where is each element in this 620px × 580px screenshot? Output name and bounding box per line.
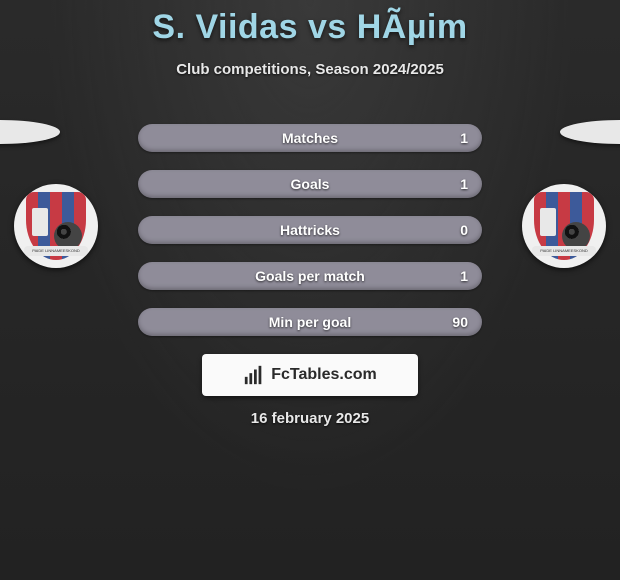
stat-label: Matches [282, 130, 338, 146]
stat-value-player2: 1 [460, 262, 468, 290]
player1-club-name: PAIDE LINNAMEESKOND [24, 246, 88, 256]
stat-label: Goals per match [255, 268, 365, 284]
stat-row-goals: Goals 1 [138, 170, 482, 198]
stat-row-min-per-goal: Min per goal 90 [138, 308, 482, 336]
comparison-title: S. Viidas vs HÃµim [0, 0, 620, 47]
brand-watermark: FcTables.com [202, 354, 418, 396]
stat-label: Min per goal [269, 314, 351, 330]
stat-row-matches: Matches 1 [138, 124, 482, 152]
stat-value-player2: 90 [452, 308, 468, 336]
player1-badge: PAIDE LINNAMEESKOND [0, 120, 120, 280]
stat-label: Goals [291, 176, 330, 192]
player2-club-name: PAIDE LINNAMEESKOND [532, 246, 596, 256]
stat-row-goals-per-match: Goals per match 1 [138, 262, 482, 290]
stat-value-player2: 0 [460, 216, 468, 244]
player2-plate [560, 120, 620, 144]
stat-label: Hattricks [280, 222, 340, 238]
stat-value-player2: 1 [460, 124, 468, 152]
player2-club-crest: PAIDE LINNAMEESKOND [522, 184, 606, 268]
stat-value-player2: 1 [460, 170, 468, 198]
player1-plate [0, 120, 60, 144]
stat-row-hattricks: Hattricks 0 [138, 216, 482, 244]
snapshot-date: 16 february 2025 [0, 410, 620, 427]
stats-list: Matches 1 Goals 1 Hattricks 0 Goals per … [138, 124, 482, 354]
player2-badge: PAIDE LINNAMEESKOND [500, 120, 620, 280]
brand-text: FcTables.com [271, 366, 377, 384]
player1-club-crest: PAIDE LINNAMEESKOND [14, 184, 98, 268]
bars-icon [243, 364, 265, 386]
season-subtitle: Club competitions, Season 2024/2025 [0, 61, 620, 78]
